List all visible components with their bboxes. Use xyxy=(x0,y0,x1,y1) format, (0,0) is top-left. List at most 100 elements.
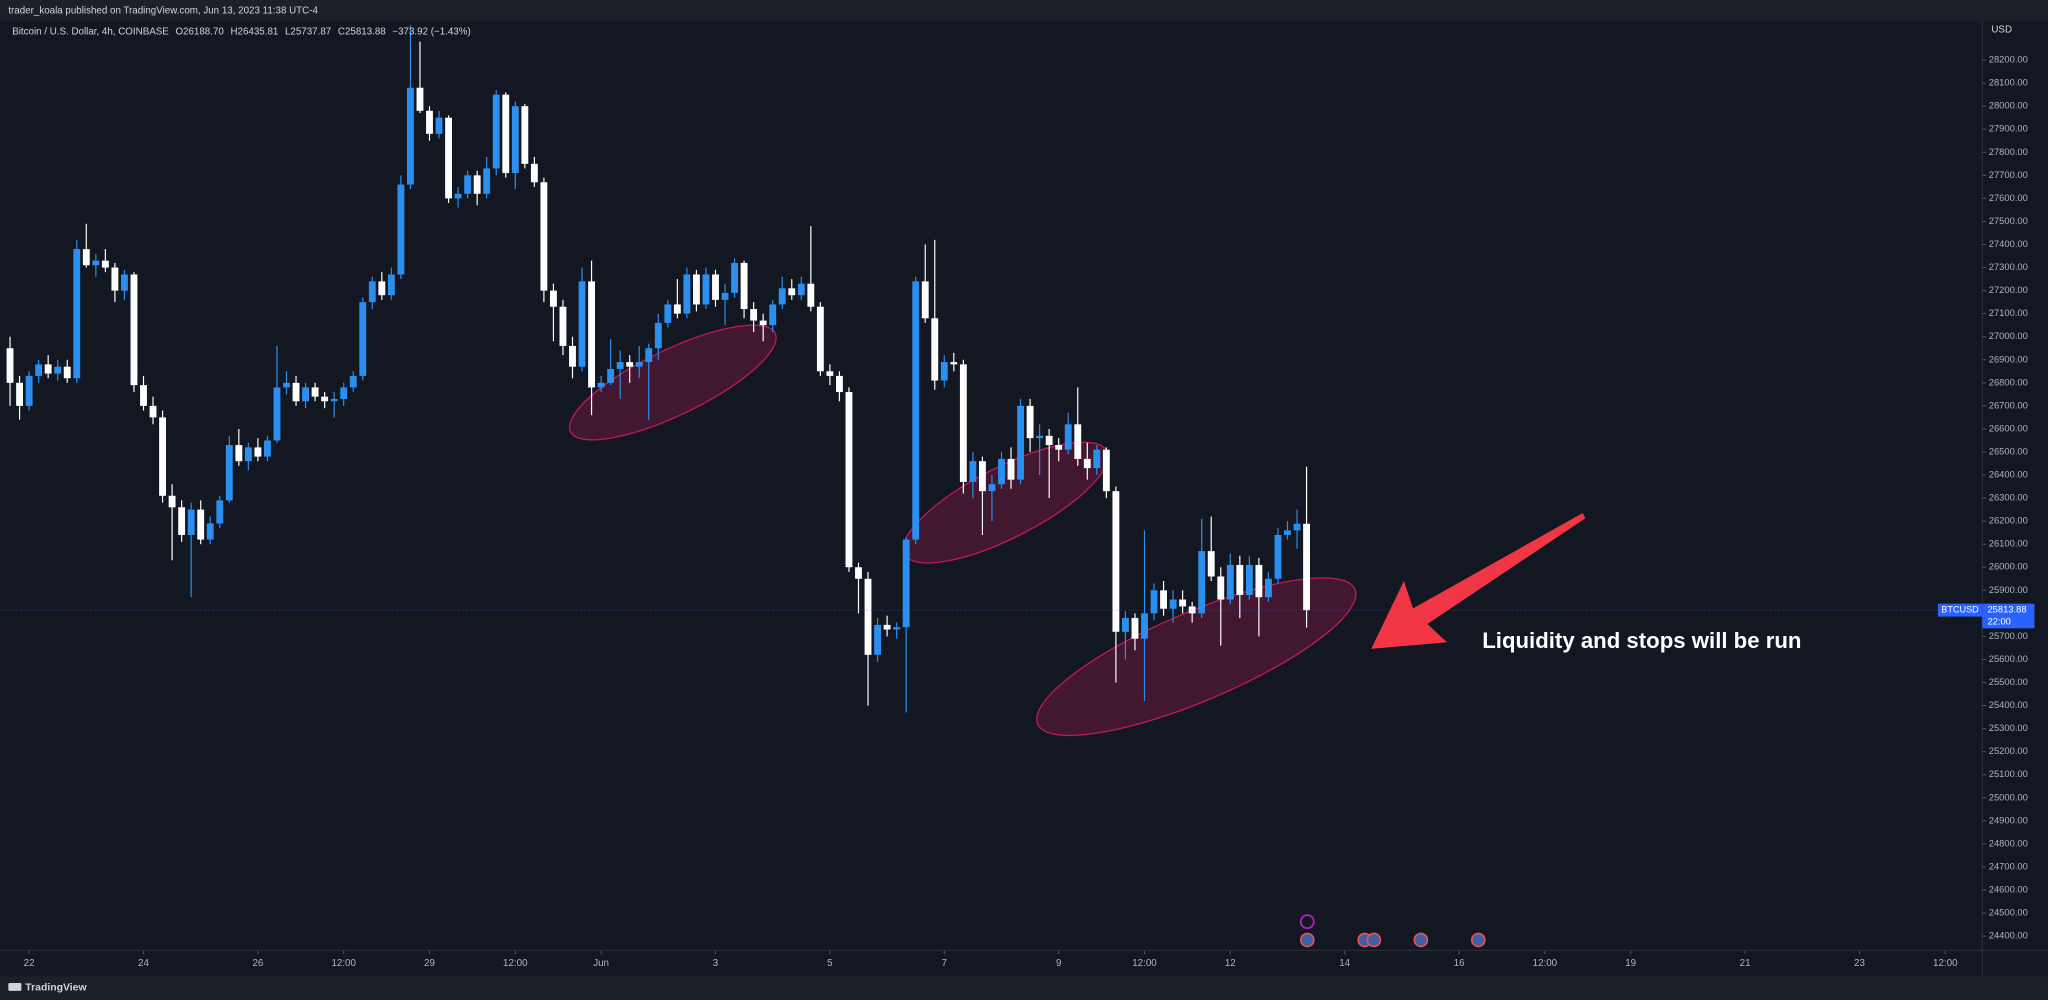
y-tick-label: 25100.00 xyxy=(1989,768,2028,779)
candle-body xyxy=(921,281,929,319)
candle-body xyxy=(16,382,23,406)
y-tick-label: 26800.00 xyxy=(1989,376,2028,387)
candle-body xyxy=(1017,405,1024,480)
candle-body xyxy=(1255,564,1263,598)
candle-body xyxy=(445,117,452,199)
candle-body xyxy=(130,274,138,386)
candle-body xyxy=(702,274,710,305)
candle-body xyxy=(406,87,414,185)
x-tick-label: 29 xyxy=(424,958,435,969)
candle-body xyxy=(692,274,700,305)
candle-body xyxy=(883,624,891,630)
candle-body xyxy=(340,387,348,399)
candle-body xyxy=(959,364,967,482)
annotation-text: Liquidity and stops will be run xyxy=(1482,628,1801,653)
x-tick-label: 12:00 xyxy=(1132,958,1157,969)
y-tick-label: 27200.00 xyxy=(1989,284,2028,295)
candle-body xyxy=(578,281,586,367)
y-tick-label: 25900.00 xyxy=(1989,584,2028,595)
y-tick-label: 27000.00 xyxy=(1989,330,2028,341)
highlight-ellipse xyxy=(1036,577,1357,737)
candle-body xyxy=(893,627,901,630)
candle-body xyxy=(1264,578,1272,598)
y-tick-label: 26500.00 xyxy=(1989,445,2028,456)
symbol-tag-text: BTCUSD xyxy=(1941,605,1979,615)
candle-body xyxy=(626,362,634,367)
arrow xyxy=(1371,513,1586,649)
candle-body xyxy=(654,322,662,349)
candle-body xyxy=(835,375,843,393)
candle-body xyxy=(92,260,100,266)
y-tick-label: 24400.00 xyxy=(1989,930,2028,941)
candle-body xyxy=(502,94,510,174)
footer-brand: TradingView xyxy=(25,982,87,993)
candle-body xyxy=(101,260,109,268)
axis-currency: USD xyxy=(1991,25,2012,36)
candle-body xyxy=(683,274,691,314)
y-tick-label: 25200.00 xyxy=(1989,745,2028,756)
y-tick-label: 26000.00 xyxy=(1989,561,2028,572)
candle-body xyxy=(588,281,595,388)
legend-low: L25737.87 xyxy=(285,26,331,37)
publisher-line: trader_koala published on TradingView.co… xyxy=(8,6,318,17)
candle-body xyxy=(454,193,462,199)
candle-body xyxy=(826,371,834,376)
candle-body xyxy=(216,500,224,524)
legend-high: H26435.81 xyxy=(230,26,278,37)
candle-body xyxy=(1217,576,1225,600)
candle-body xyxy=(607,368,615,383)
candle-body xyxy=(264,440,271,457)
candle-body xyxy=(349,375,357,388)
legend-open: O26188.70 xyxy=(175,26,224,37)
candle-body xyxy=(1131,617,1139,639)
y-tick-label: 24900.00 xyxy=(1989,814,2028,825)
event-icon[interactable] xyxy=(1299,914,1315,930)
y-tick-label: 26700.00 xyxy=(1989,399,2028,410)
event-icon[interactable] xyxy=(1413,932,1429,948)
candle-body xyxy=(1226,564,1234,600)
candle-body xyxy=(569,345,576,367)
candle-body xyxy=(540,182,548,291)
candle-body xyxy=(778,288,786,305)
candle-body xyxy=(816,306,824,372)
event-icon[interactable] xyxy=(1366,932,1382,948)
y-tick-label: 25400.00 xyxy=(1989,699,2028,710)
candle-body xyxy=(302,387,309,402)
event-icons xyxy=(1299,914,1486,948)
x-tick-label: 22 xyxy=(24,958,35,969)
candle-body xyxy=(769,304,777,326)
event-icon[interactable] xyxy=(1470,932,1486,948)
y-tick-label: 27700.00 xyxy=(1989,169,2028,180)
candle-body xyxy=(912,281,920,540)
candle-body xyxy=(1064,424,1072,450)
y-tick-label: 27900.00 xyxy=(1989,123,2028,134)
candle-body xyxy=(616,362,624,369)
candle-body xyxy=(664,304,672,323)
candle-body xyxy=(149,405,157,418)
candle-body xyxy=(521,106,529,164)
candle-body xyxy=(1245,564,1253,595)
candle-body xyxy=(25,375,33,406)
candle-body xyxy=(225,445,233,501)
x-tick-label: 12 xyxy=(1225,958,1236,969)
x-tick-label: 26 xyxy=(252,958,263,969)
candle-body xyxy=(1198,551,1206,614)
y-tick-label: 24600.00 xyxy=(1989,883,2028,894)
y-tick-label: 26100.00 xyxy=(1989,538,2028,549)
candle-body xyxy=(1160,590,1167,609)
candle-body xyxy=(206,523,214,540)
candle-body xyxy=(978,461,986,492)
candle-body xyxy=(559,306,567,346)
candle-body xyxy=(740,262,748,310)
candle-body xyxy=(874,624,881,655)
candle-body xyxy=(197,509,205,540)
candle-body xyxy=(731,262,738,293)
y-tick-label: 27800.00 xyxy=(1989,146,2028,157)
y-tick-label: 26300.00 xyxy=(1989,492,2028,503)
y-tick-label: 25700.00 xyxy=(1989,630,2028,641)
y-tick-label: 26600.00 xyxy=(1989,422,2028,433)
candle-body xyxy=(82,249,90,266)
candle-body xyxy=(235,445,243,462)
event-icon[interactable] xyxy=(1299,932,1315,948)
